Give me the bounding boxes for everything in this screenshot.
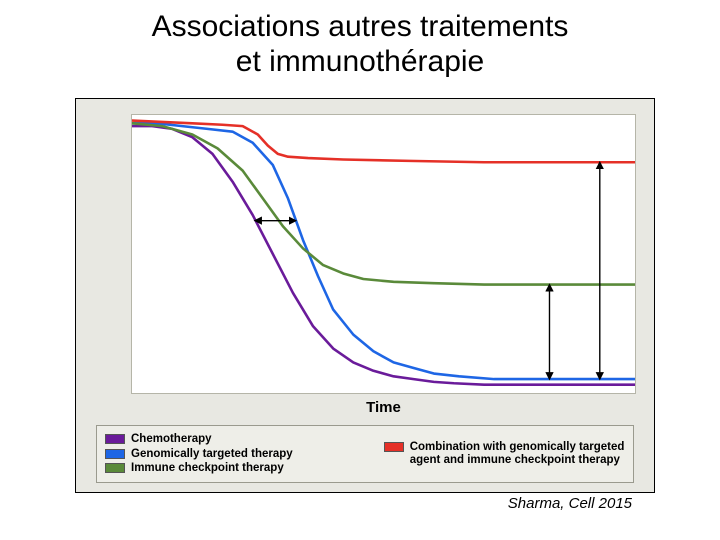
legend-swatch bbox=[105, 449, 125, 459]
title-line-1: Associations autres traitements bbox=[152, 10, 569, 43]
citation: Sharma, Cell 2015 bbox=[508, 495, 632, 512]
legend-item-immune-checkpoint: Immune checkpoint therapy bbox=[105, 462, 368, 475]
legend-label: Chemotherapy bbox=[131, 433, 212, 446]
legend-swatch bbox=[384, 442, 404, 452]
plot-area bbox=[131, 114, 636, 394]
legend-column-left: Chemotherapy Genomically targeted therapy… bbox=[97, 426, 376, 482]
figure-container: Percent survival Time ChemotherapyGenomi… bbox=[75, 98, 655, 493]
legend-box: Chemotherapy Genomically targeted therapy… bbox=[96, 425, 634, 483]
title-line-2: et immunothérapie bbox=[236, 45, 484, 78]
slide-title: Associations autres traitements et immun… bbox=[0, 0, 720, 85]
legend-label: Combination with genomically targeted ag… bbox=[410, 441, 625, 466]
legend-label: Immune checkpoint therapy bbox=[131, 462, 284, 475]
x-axis-label: Time bbox=[131, 399, 636, 416]
legend-column-right: Combination with genomically targeted ag… bbox=[376, 426, 633, 482]
legend-swatch bbox=[105, 434, 125, 444]
survival-curves-svg bbox=[132, 115, 635, 393]
legend-item-combination: Combination with genomically targeted ag… bbox=[384, 441, 625, 466]
legend-label: Genomically targeted therapy bbox=[131, 448, 293, 461]
legend-item-genomically-targeted: Genomically targeted therapy bbox=[105, 448, 368, 461]
legend-item-chemotherapy: Chemotherapy bbox=[105, 433, 368, 446]
legend-swatch bbox=[105, 463, 125, 473]
